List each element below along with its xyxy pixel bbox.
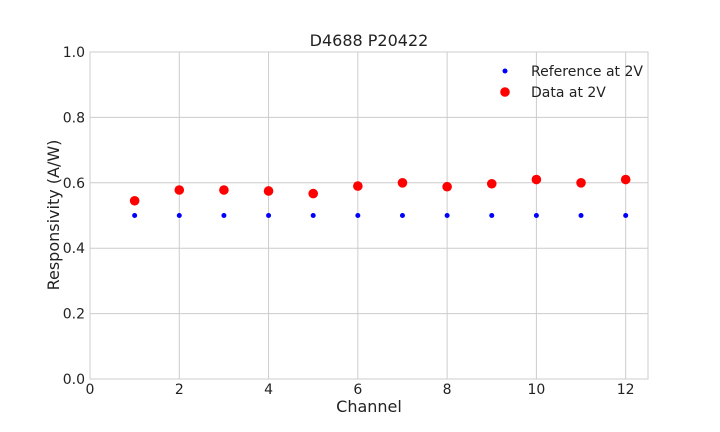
y-tick-label: 0.0 — [63, 372, 85, 388]
reference-point — [578, 213, 584, 218]
plot-area-border — [89, 51, 649, 380]
y-tick-label: 1.0 — [63, 45, 85, 61]
x-tick-label: 8 — [443, 382, 452, 398]
reference-point — [266, 213, 272, 218]
data-point — [219, 185, 229, 195]
x-tick-label: 10 — [527, 382, 545, 398]
data-point — [129, 195, 140, 206]
reference-point — [399, 213, 405, 218]
data-point — [353, 181, 363, 191]
x-tick-label: 12 — [617, 382, 635, 398]
data-point — [397, 178, 408, 188]
legend-marker-data — [500, 87, 510, 97]
data-point — [576, 178, 586, 188]
reference-point — [444, 213, 450, 218]
legend-marker-reference — [502, 68, 508, 74]
data-point — [263, 186, 274, 196]
chart-title: D4688 P20422 — [310, 31, 429, 50]
y-tick-label: 0.6 — [63, 176, 85, 192]
reference-point — [623, 213, 629, 218]
x-tick-label: 0 — [86, 382, 95, 398]
reference-point — [355, 213, 361, 218]
reference-point — [310, 213, 316, 218]
reference-point — [132, 213, 138, 218]
data-point — [531, 174, 542, 185]
data-point — [174, 185, 185, 195]
y-axis-label: Responsivity (A/W) — [44, 140, 63, 291]
data-point — [442, 181, 452, 192]
y-tick-label: 0.4 — [63, 241, 85, 257]
reference-point — [533, 213, 539, 218]
data-points — [129, 174, 631, 218]
y-tick-label: 0.2 — [63, 307, 85, 323]
y-tick-label: 0.8 — [63, 110, 85, 126]
reference-point — [221, 213, 227, 218]
x-tick-label: 2 — [175, 382, 184, 398]
x-tick-label: 4 — [264, 382, 273, 398]
legend: Reference at 2V Data at 2V — [500, 64, 643, 101]
data-point — [308, 188, 319, 199]
data-point — [620, 174, 631, 185]
y-tick-labels: 0.0 0.2 0.4 0.6 0.8 1.0 — [63, 45, 85, 388]
x-axis-label: Channel — [336, 397, 402, 416]
reference-point — [176, 213, 182, 218]
data-point — [486, 178, 497, 189]
x-tick-label: 6 — [353, 382, 362, 398]
x-tick-labels: 0 2 4 6 8 10 12 — [86, 382, 635, 398]
reference-point — [489, 213, 495, 218]
legend-label-data: Data at 2V — [531, 85, 606, 101]
legend-label-reference: Reference at 2V — [531, 64, 643, 80]
